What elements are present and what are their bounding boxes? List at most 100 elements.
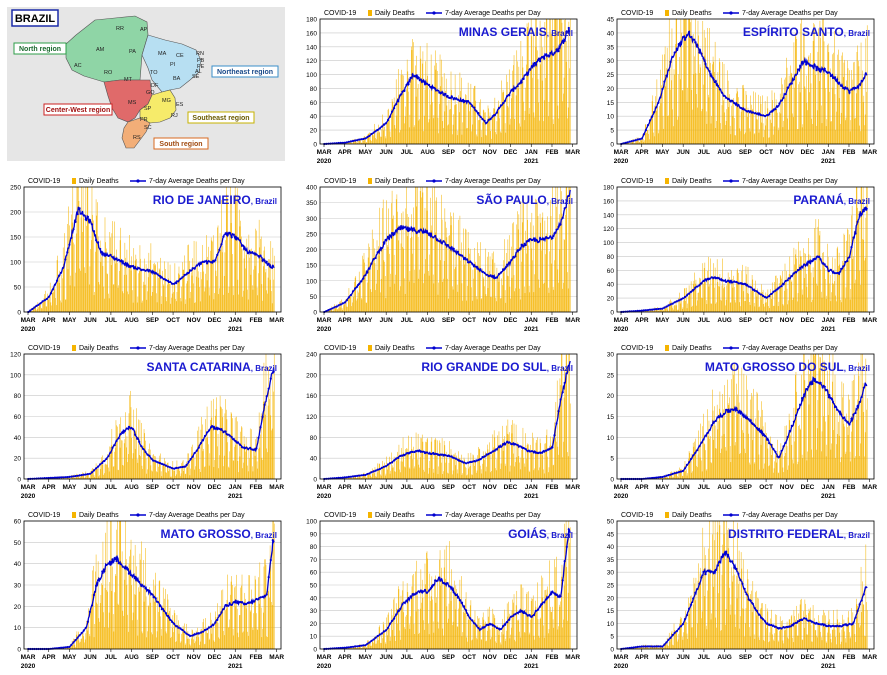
daily-bar xyxy=(556,380,558,479)
y-tick-label: 60 xyxy=(14,414,22,421)
daily-bar xyxy=(740,283,742,312)
average-marker xyxy=(132,574,135,577)
daily-bar xyxy=(527,443,528,479)
average-marker xyxy=(208,429,211,432)
average-marker xyxy=(386,235,390,238)
y-tick-label: 20 xyxy=(607,393,615,400)
daily-bar xyxy=(210,400,212,479)
chart-panel: COVID-19 Daily Deaths 7-day Average Deaths… xyxy=(603,178,877,333)
daily-bar xyxy=(243,601,245,649)
daily-bar xyxy=(813,277,815,312)
daily-bar xyxy=(393,456,395,479)
daily-bar xyxy=(758,132,760,144)
daily-bar xyxy=(710,462,712,479)
average-marker xyxy=(860,213,863,216)
daily-bar xyxy=(812,299,813,312)
chart-title: PARANÁ, Brazil xyxy=(793,192,870,207)
daily-bar xyxy=(140,258,141,312)
average-marker xyxy=(454,97,457,100)
daily-bar xyxy=(139,420,141,479)
average-marker xyxy=(169,280,172,283)
average-marker xyxy=(683,467,687,470)
daily-bar xyxy=(232,286,234,312)
daily-bar xyxy=(688,285,690,312)
daily-bar xyxy=(347,477,349,479)
average-marker xyxy=(175,625,178,628)
daily-bar xyxy=(350,477,352,479)
daily-bar xyxy=(814,74,816,144)
daily-bar xyxy=(418,278,420,312)
average-marker xyxy=(395,103,398,106)
average-marker xyxy=(659,476,662,479)
daily-bar xyxy=(217,433,219,479)
daily-bar xyxy=(850,120,852,144)
daily-bar xyxy=(818,219,819,312)
daily-bar xyxy=(71,214,72,312)
daily-bar xyxy=(381,466,383,479)
daily-bar xyxy=(565,214,566,312)
average-marker xyxy=(378,127,381,130)
daily-bar xyxy=(737,91,738,144)
daily-bar xyxy=(846,80,847,144)
daily-bar xyxy=(230,581,232,649)
average-marker xyxy=(749,419,752,422)
y-tick-label: 20 xyxy=(607,296,615,303)
average-marker xyxy=(127,572,131,575)
daily-bar xyxy=(801,374,802,479)
daily-bar xyxy=(550,445,552,479)
daily-bar xyxy=(703,443,705,479)
daily-bar xyxy=(180,642,181,649)
daily-bar xyxy=(556,206,557,312)
daily-bar xyxy=(706,123,708,144)
average-marker xyxy=(391,110,394,113)
daily-bar xyxy=(664,476,666,479)
daily-bar xyxy=(727,70,728,144)
daily-bar xyxy=(556,19,557,144)
average-marker xyxy=(768,295,771,298)
daily-bar xyxy=(379,625,381,649)
daily-bar xyxy=(122,610,124,649)
average-marker xyxy=(543,57,546,60)
y-tick-label: 40 xyxy=(310,595,318,602)
daily-bar xyxy=(402,93,404,144)
daily-bar xyxy=(413,446,414,479)
daily-bar xyxy=(169,607,171,649)
daily-bar xyxy=(426,552,427,649)
daily-bar xyxy=(166,633,167,649)
daily-bar xyxy=(367,282,368,312)
daily-bar xyxy=(227,574,228,649)
daily-bar xyxy=(456,104,457,144)
x-tick-label: MAY xyxy=(63,317,78,324)
daily-bar xyxy=(93,220,94,312)
daily-bar xyxy=(430,54,432,144)
daily-bar xyxy=(112,614,114,649)
daily-bar xyxy=(814,261,816,312)
daily-bar xyxy=(443,567,445,649)
daily-bar xyxy=(738,272,739,312)
daily-bar xyxy=(249,428,251,479)
daily-bar xyxy=(428,473,429,479)
daily-bar xyxy=(371,133,373,144)
daily-bar xyxy=(397,98,398,144)
daily-bar xyxy=(488,108,489,144)
daily-bar xyxy=(823,252,824,312)
average-marker xyxy=(526,73,529,76)
daily-bar xyxy=(685,471,686,479)
northeast-label-box xyxy=(211,65,279,78)
daily-bar xyxy=(803,248,804,312)
daily-bar xyxy=(763,137,765,144)
x-tick-label: MAY xyxy=(63,484,78,491)
daily-bar xyxy=(524,120,525,144)
daily-bar xyxy=(378,255,380,312)
daily-bar xyxy=(417,595,418,649)
daily-bar xyxy=(199,641,201,649)
daily-bar xyxy=(771,454,772,479)
daily-bar xyxy=(87,474,89,479)
average-marker xyxy=(214,621,217,624)
daily-bar xyxy=(526,253,527,312)
daily-bar xyxy=(650,309,651,312)
daily-bar xyxy=(121,264,122,312)
average-marker xyxy=(189,458,192,461)
daily-bar xyxy=(460,460,461,479)
daily-bar xyxy=(465,94,466,144)
